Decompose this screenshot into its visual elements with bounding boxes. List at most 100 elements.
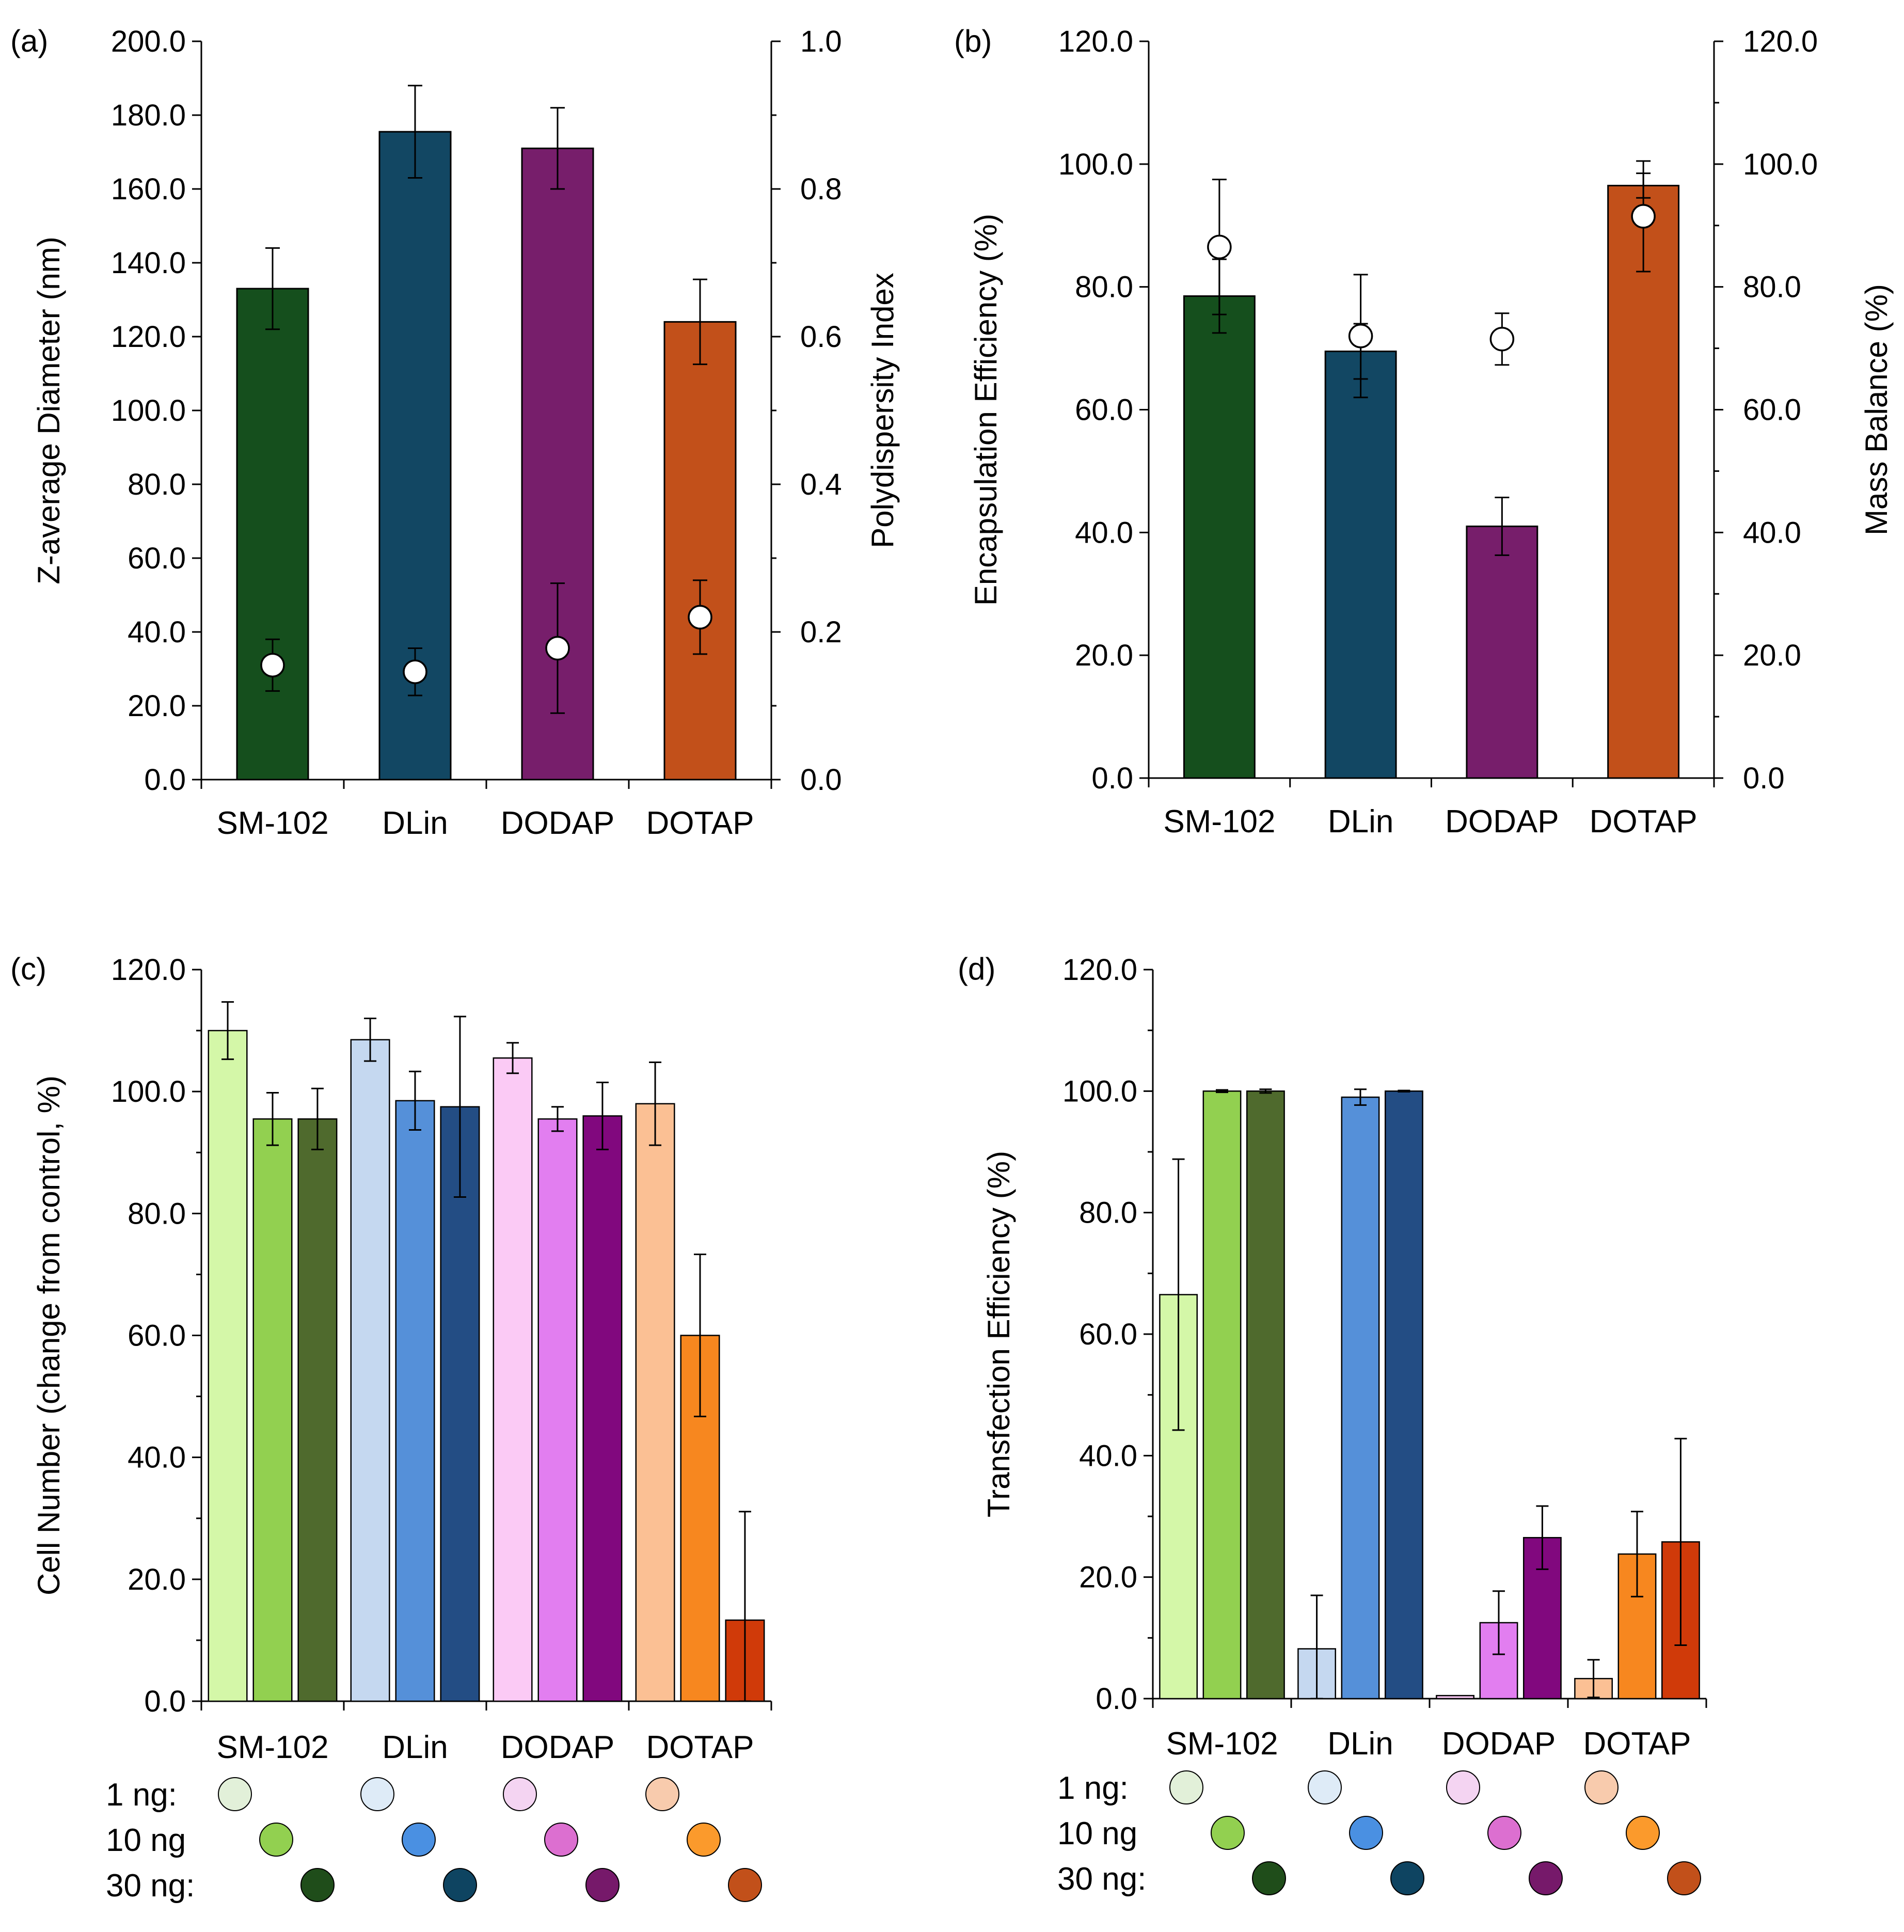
legend-swatch (1349, 1816, 1383, 1850)
legend-swatch (585, 1868, 620, 1902)
bar (635, 1103, 675, 1702)
bar (395, 1100, 435, 1702)
legend-swatch (687, 1823, 721, 1857)
panel-label: (c) (10, 952, 46, 986)
y-tick-label: 200.0 (111, 25, 186, 58)
x-tick-label: DOTAP (646, 1730, 754, 1765)
y-tick-label: 0.0 (144, 1685, 186, 1718)
x-tick-label: DOTAP (1590, 804, 1697, 840)
legend-swatch (503, 1777, 537, 1811)
panel-b: 0.0 20.0 40.0 60.0 80.0 100.0 120.0 0.0 20.0 40.0… (954, 24, 1894, 840)
x-tick-label: DLin (382, 1730, 448, 1765)
x-tick-label: SM-102 (1163, 804, 1275, 840)
bar (537, 1118, 578, 1702)
marker-point (1489, 326, 1515, 352)
bar (297, 1118, 338, 1702)
y2-tick-label: 60.0 (1743, 393, 1801, 427)
x-tick-label: DODAP (1442, 1726, 1556, 1762)
bar (1246, 1090, 1285, 1700)
bar (350, 1039, 390, 1702)
y2-tick-label: 0.0 (800, 763, 842, 797)
y-tick-label: 60.0 (128, 1319, 186, 1353)
panel-label: (d) (958, 952, 995, 986)
y2-tick-label: 120.0 (1743, 25, 1818, 58)
legend-swatch (728, 1868, 762, 1902)
panel-a: 0.0 20.0 40.0 60.0 80.0 100.0 120.0 140.0 160.0 1… (10, 24, 900, 841)
bar (1202, 1090, 1242, 1700)
y-axis-title: Cell Number (change from control, %) (31, 1075, 66, 1595)
y-tick-label: 100.0 (1062, 1074, 1137, 1108)
y-tick-label: 60.0 (1079, 1318, 1137, 1351)
y-tick-label: 100.0 (1058, 148, 1133, 181)
legend-label: 30 ng: (106, 1868, 195, 1904)
y-tick-label: 20.0 (128, 689, 186, 723)
y2-tick-label: 0.2 (800, 615, 842, 649)
y-tick-label: 80.0 (128, 468, 186, 501)
y-tick-label: 60.0 (1075, 393, 1133, 427)
x-tick-label: DOTAP (646, 805, 754, 841)
legend-swatch (1667, 1861, 1701, 1895)
legend-label: 30 ng: (1057, 1861, 1146, 1897)
y2-tick-label: 0.4 (800, 468, 842, 501)
legend-swatch (1211, 1816, 1245, 1850)
legend-label: 10 ng (1057, 1816, 1137, 1851)
legend-swatch (544, 1823, 578, 1857)
panel-d: 0.0 20.0 40.0 60.0 80.0 100.0 120.0 SM-102 DLin D… (958, 952, 1707, 1897)
legend-label: 10 ng (106, 1823, 186, 1858)
marker-point (403, 659, 427, 684)
marker-point (545, 636, 570, 661)
y2-tick-label: 100.0 (1743, 148, 1818, 181)
bar (252, 1118, 293, 1702)
y-tick-label: 160.0 (111, 172, 186, 206)
bar (1324, 351, 1397, 779)
x-tick-label: SM-102 (1166, 1726, 1278, 1762)
y2-tick-label: 40.0 (1743, 516, 1801, 549)
y2-axis-title: Mass Balance (%) (1859, 284, 1894, 535)
legend-swatch (218, 1777, 252, 1811)
legend-swatch (443, 1868, 477, 1902)
y-tick-label: 120.0 (111, 953, 186, 987)
panel-c: 0.0 20.0 40.0 60.0 80.0 100.0 120.0 SM-102 DLin D… (10, 952, 772, 1904)
y-tick-label: 100.0 (111, 1075, 186, 1108)
bar (1384, 1090, 1423, 1700)
y-axis-title: Encapsulation Efficiency (%) (969, 214, 1003, 606)
x-tick-label: DODAP (501, 1730, 614, 1765)
legend-swatch (1252, 1861, 1286, 1895)
y-tick-label: 0.0 (1091, 762, 1133, 795)
bar (1466, 525, 1538, 779)
x-tick-label: DODAP (501, 805, 614, 841)
y-tick-label: 120.0 (1058, 25, 1133, 58)
x-tick-label: DLin (1327, 1726, 1393, 1762)
x-tick-label: DLin (1328, 804, 1394, 840)
bar (1341, 1096, 1380, 1700)
y-tick-label: 120.0 (111, 320, 186, 354)
y-tick-label: 140.0 (111, 246, 186, 280)
y-tick-label: 20.0 (128, 1563, 186, 1596)
y-axis-title: Z-average Diameter (nm) (31, 236, 66, 584)
legend-label: 1 ng: (1057, 1770, 1129, 1806)
bar (1183, 295, 1256, 779)
y-axis-title: Transfection Efficiency (%) (981, 1151, 1016, 1517)
y2-tick-label: 1.0 (800, 25, 842, 58)
y-tick-label: 80.0 (128, 1197, 186, 1230)
legend-swatch (402, 1823, 436, 1857)
marker-point (688, 605, 712, 630)
x-tick-label: DLin (382, 805, 448, 841)
y-tick-label: 0.0 (1096, 1682, 1137, 1716)
y-tick-label: 180.0 (111, 99, 186, 132)
y-tick-label: 60.0 (128, 542, 186, 575)
marker-point (1348, 324, 1373, 349)
legend-swatch (1169, 1770, 1203, 1804)
y2-tick-label: 80.0 (1743, 271, 1801, 304)
legend-swatch (1446, 1770, 1480, 1804)
y-tick-label: 20.0 (1075, 639, 1133, 672)
y-tick-label: 120.0 (1062, 953, 1137, 987)
legend-swatch (1308, 1770, 1342, 1804)
legend-swatch (300, 1868, 335, 1902)
legend-swatch (1487, 1816, 1521, 1850)
y-tick-label: 100.0 (111, 394, 186, 427)
y2-tick-label: 0.6 (800, 320, 842, 354)
panel-label: (b) (954, 24, 992, 58)
y-tick-label: 40.0 (1079, 1439, 1137, 1472)
